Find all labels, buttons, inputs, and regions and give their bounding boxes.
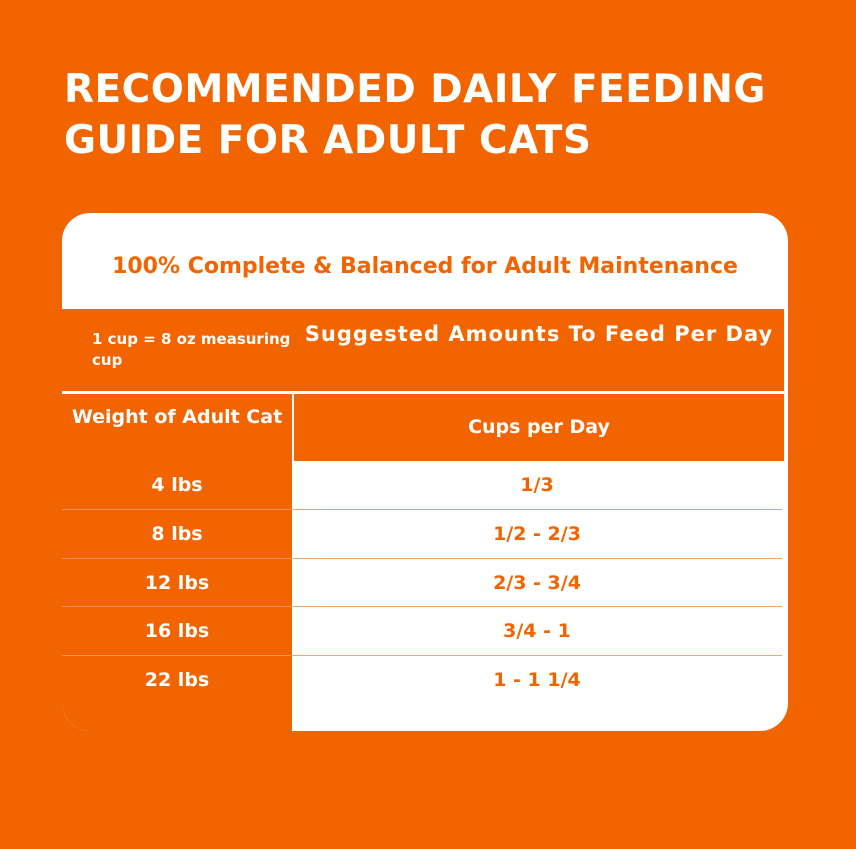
table-row: 16 lbs 3/4 - 1 [62,607,788,657]
column-divider [292,394,294,461]
feeding-guide-card: 100% Complete & Balanced for Adult Maint… [62,213,788,731]
table-row: 12 lbs 2/3 - 3/4 [62,559,788,608]
table-top-header: 1 cup = 8 oz measuring cup Suggested Amo… [62,309,784,391]
card-subtitle: 100% Complete & Balanced for Adult Maint… [112,254,738,279]
weight-cell: 4 lbs [62,461,292,510]
weight-cell: 8 lbs [62,510,292,559]
cups-cell: 3/4 - 1 [292,607,782,657]
table-row: 22 lbs 1 - 1 1/4 [62,656,788,705]
cups-cell: 1/3 [292,461,782,510]
suggested-amounts-header: Suggested Amounts To Feed Per Day [304,322,774,346]
measure-note: 1 cup = 8 oz measuring cup [92,330,291,369]
cups-cell: 1/2 - 2/3 [292,510,782,559]
column-header-weight: Weight of Adult Cat [71,406,283,428]
table-row: 8 lbs 1/2 - 2/3 [62,510,788,559]
weight-cell: 12 lbs [62,559,292,608]
cups-cell: 2/3 - 3/4 [292,559,782,608]
table-body: 4 lbs 1/3 8 lbs 1/2 - 2/3 12 lbs 2/3 - 3… [62,461,788,705]
page-title: RECOMMENDED DAILY FEEDING GUIDE FOR ADUL… [64,67,766,163]
weight-cell: 22 lbs [144,669,210,692]
cups-cell: 1 - 1 1/4 [493,669,581,692]
table-row: 4 lbs 1/3 [62,461,788,510]
column-header-cups: Cups per Day [468,416,610,438]
weight-column-background [62,461,292,731]
weight-cell: 16 lbs [62,607,292,657]
table-column-headers: Weight of Adult Cat Cups per Day [62,394,784,461]
